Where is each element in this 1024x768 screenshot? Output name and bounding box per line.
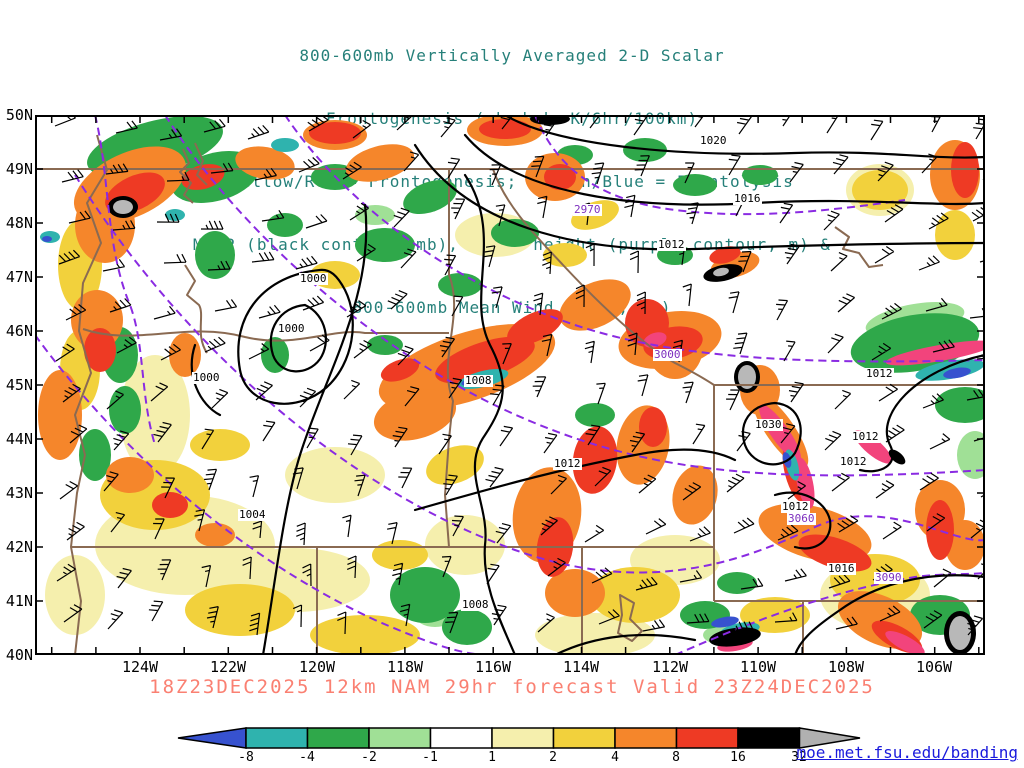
colorbar-segment	[306, 727, 370, 749]
contour-label-mslp: 1016	[827, 562, 856, 575]
contour-label-mslp: 1016	[733, 192, 762, 205]
lon-label: 108W	[827, 658, 865, 676]
lat-label: 45N	[5, 376, 33, 394]
colorbar-segment	[737, 727, 801, 749]
lat-label: 47N	[5, 268, 33, 286]
contour-label-mslp: 1000	[299, 272, 328, 285]
lon-label: 116W	[474, 658, 512, 676]
height-contours	[35, 115, 985, 655]
contour-label-mslp: 1000	[277, 322, 306, 335]
colorbar-tick: -2	[361, 750, 377, 765]
contour-label-mslp: 1012	[657, 238, 686, 251]
lon-label: 120W	[298, 658, 336, 676]
title-line-1: 800-600mb Vertically Averaged 2-D Scalar	[299, 46, 725, 65]
contour-label-height: 3090	[874, 571, 903, 584]
lat-label: 42N	[5, 538, 33, 556]
forecast-caption: 18Z23DEC2025 12km NAM 29hr forecast Vali…	[149, 676, 875, 698]
colorbar-tick: 16	[730, 750, 746, 765]
state-borders	[35, 134, 985, 655]
contour-label-height: 3060	[787, 512, 816, 525]
contour-label-mslp: 1012	[851, 430, 880, 443]
lat-label: 46N	[5, 322, 33, 340]
contour-label-mslp: 1004	[238, 508, 267, 521]
lon-label: 118W	[386, 658, 424, 676]
colorbar-segment	[429, 727, 493, 749]
colorbar-segment	[491, 727, 555, 749]
lat-label: 44N	[5, 430, 33, 448]
contour-label-height: 2970	[573, 203, 602, 216]
lon-label: 110W	[739, 658, 777, 676]
colorbar-tick: 4	[611, 750, 619, 765]
lat-label: 48N	[5, 214, 33, 232]
website-link[interactable]: moe.met.fsu.edu/banding	[796, 743, 1018, 762]
colorbar-tick: -1	[422, 750, 438, 765]
lat-label: 41N	[5, 592, 33, 610]
colorbar-segment	[368, 727, 432, 749]
colorbar-tick: 32	[791, 750, 807, 765]
colorbar-tick: -4	[299, 750, 315, 765]
contour-label-mslp: 1000	[192, 371, 221, 384]
lon-label: 112W	[651, 658, 689, 676]
lon-label: 114W	[562, 658, 600, 676]
colorbar-tick: -8	[238, 750, 254, 765]
colorbar-segment	[552, 727, 616, 749]
contour-label-mslp: 1012	[553, 457, 582, 470]
contour-label-mslp: 1012	[865, 367, 894, 380]
colorbar-segment	[614, 727, 678, 749]
lon-label: 106W	[915, 658, 953, 676]
colorbar-tick: 1	[488, 750, 496, 765]
contour-label-mslp: 1012	[781, 500, 810, 513]
axis-ticks	[35, 115, 985, 655]
contour-label-mslp: 1012	[839, 455, 868, 468]
mslp-contours	[190, 115, 985, 655]
contour-label-mslp: 1030	[754, 418, 783, 431]
lat-label: 49N	[5, 160, 33, 178]
contour-label-mslp: 1008	[464, 374, 493, 387]
colorbar-segment	[675, 727, 739, 749]
contour-label-height: 3000	[653, 348, 682, 361]
wind-barbs	[54, 115, 985, 636]
map-canvas	[35, 115, 985, 655]
lon-label: 124W	[121, 658, 159, 676]
map-frame	[35, 115, 985, 655]
colorbar	[177, 727, 861, 749]
contour-label-mslp: 1020	[699, 134, 728, 147]
colorbar-tick: 8	[672, 750, 680, 765]
lat-label: 43N	[5, 484, 33, 502]
colorbar-right-arrow	[798, 727, 861, 749]
contour-label-mslp: 1008	[461, 598, 490, 611]
colorbar-tick: 2	[549, 750, 557, 765]
colorbar-segment	[245, 727, 309, 749]
lat-label: 40N	[5, 646, 33, 664]
colorbar-left-arrow	[177, 727, 247, 749]
lon-label: 122W	[209, 658, 247, 676]
map-plot: 1020 1016 2970 1012 1000 1000 1000 3000 …	[35, 115, 985, 655]
lat-label: 50N	[5, 106, 33, 124]
